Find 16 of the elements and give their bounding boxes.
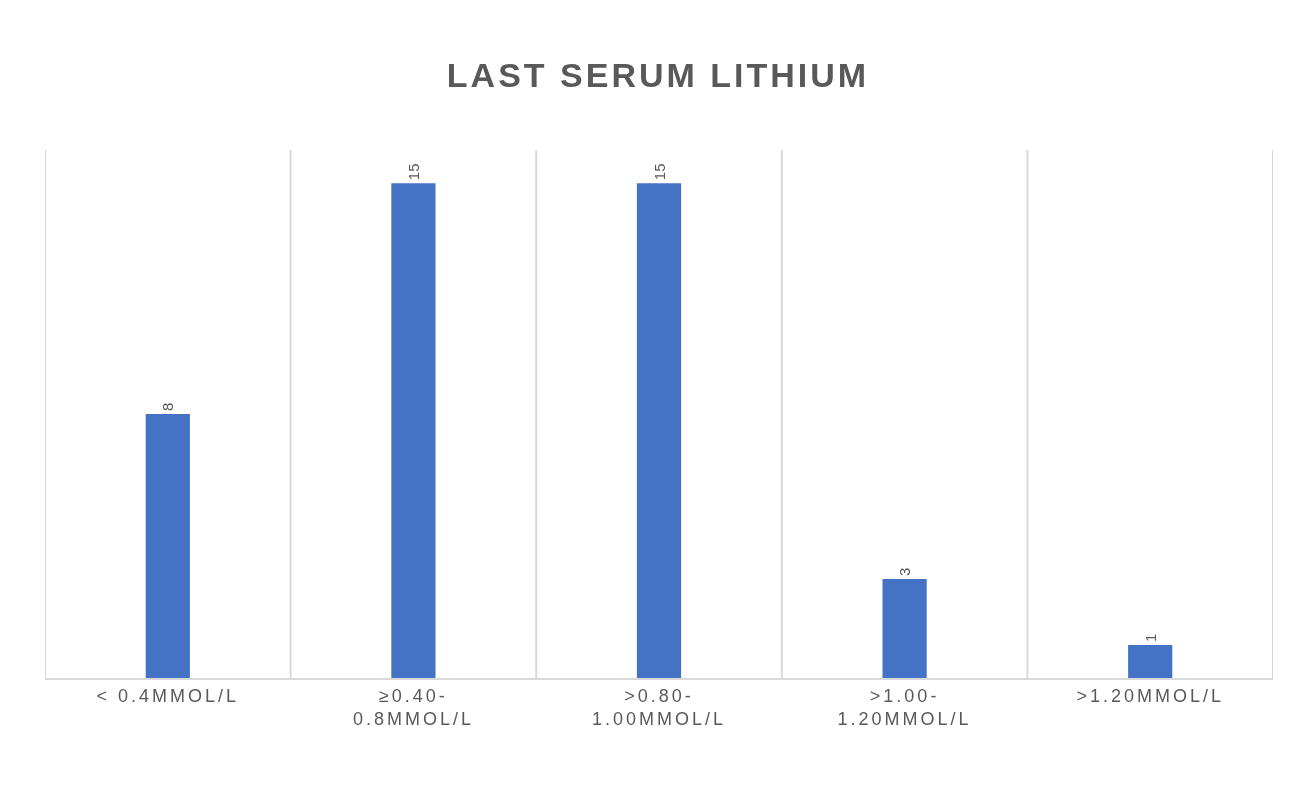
data-label: 15	[650, 163, 668, 181]
data-label: 1	[1141, 633, 1159, 643]
bar	[145, 414, 190, 678]
bar	[391, 183, 436, 678]
data-label: 8	[159, 402, 177, 412]
data-label: 3	[896, 567, 914, 577]
x-tick-label: >1.00- 1.20MMOL/L	[837, 685, 972, 729]
chart-title: LAST SERUM LITHIUM	[446, 55, 870, 94]
x-tick-label: ≥0.40- 0.8MMOL/L	[352, 685, 474, 729]
data-label: 15	[404, 163, 422, 181]
bar	[636, 183, 682, 678]
bar	[882, 579, 927, 678]
x-tick-label: >1.20MMOL/L	[1076, 685, 1224, 706]
x-tick-label: >0.80- 1.00MMOL/L	[591, 685, 727, 729]
bar	[1128, 645, 1173, 678]
x-tick-label: < 0.4MMOL/L	[96, 685, 240, 706]
